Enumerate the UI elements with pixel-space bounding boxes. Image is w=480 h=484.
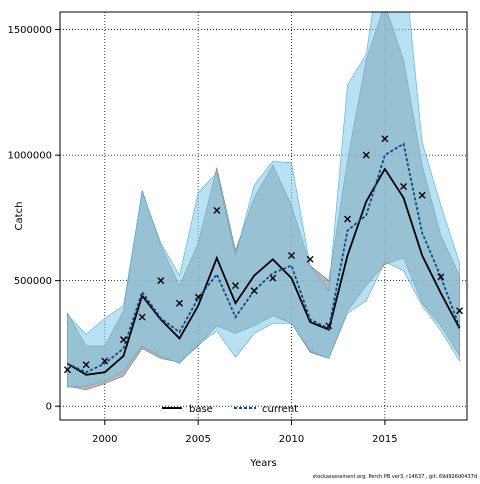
observed-point-2010 [288,252,295,260]
legend-label-base: base [189,404,213,415]
observed-point-2002 [138,313,146,321]
observed-point-2004 [175,299,183,307]
x-tick-label-2: 2010 [279,434,304,445]
observed-point-2014 [362,151,370,159]
observed-point-2001 [119,336,127,344]
x-tick-label-1: 2005 [185,434,210,445]
legend: base current [162,404,298,415]
observed-point-2007 [232,282,239,290]
observed-point-2013 [344,215,352,223]
line-base [67,167,461,376]
y-tick-label-3: 1500000 [7,25,52,36]
x-axis-label: Years [249,458,276,469]
y-tick-label-1: 500000 [14,276,52,287]
observed-point-2006 [213,206,221,214]
legend-label-current: current [262,404,298,415]
y-tick-label-0: 0 [46,402,52,413]
observed-point-2018 [437,273,445,281]
observed-point-2017 [418,191,426,199]
observed-point-2003 [157,277,165,285]
observed-point-2011 [306,255,314,263]
line-current [67,142,461,374]
observed-point-2015 [381,135,389,143]
observed-point-2009 [269,274,277,282]
y-tick-label-2: 1000000 [7,151,52,162]
observed-point-1998 [63,366,71,374]
axes: 2000 2005 2010 2015 0 500000 1000000 1500000 [7,25,397,445]
observed-point-2000 [101,357,109,365]
observed-point-2008 [250,287,258,295]
x-tick-label-0: 2000 [92,434,117,445]
confidence-bands [67,12,460,391]
observed-point-2019 [456,307,464,315]
y-axis-label: Catch [14,202,25,231]
band-current [67,12,460,388]
footer-note: stockassessment.org, Perch PB ver3, r146… [313,474,477,480]
observed-point-1999 [82,361,90,369]
observed-points [63,135,464,374]
x-tick-label-3: 2015 [372,434,397,445]
observed-point-2005 [194,293,202,301]
observed-point-2016 [400,183,408,190]
plot-frame [59,11,468,421]
series-lines [67,142,461,376]
observed-point-2012 [325,322,333,330]
